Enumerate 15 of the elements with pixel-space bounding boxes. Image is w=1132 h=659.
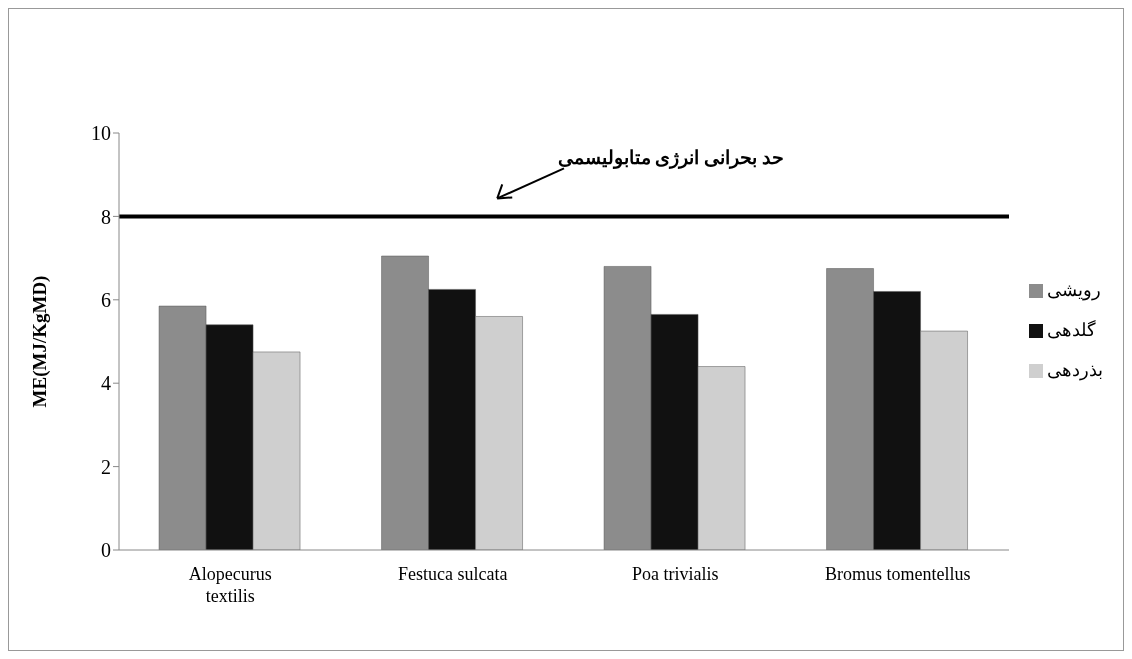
legend-label: گلدهی [1047,319,1096,340]
y-tick-label: 0 [101,539,111,562]
y-tick-label: 4 [101,372,111,395]
y-tick-label: 8 [101,205,111,228]
x-tick-label: Poa trivialis [632,564,719,585]
x-tick-label: Festuca sulcata [398,564,508,585]
y-axis-title: ME(MJ/KgMD) [28,275,51,408]
y-tick-label: 2 [101,455,111,478]
ref-line-label: حد بحرانی انرژی متابولیسمی [557,147,784,170]
x-tick-label: Alopecurus textilis [188,564,272,606]
legend-label: رویشی [1047,279,1101,300]
x-tick-label: Bromus tomentellus [825,564,971,585]
y-tick-label: 10 [91,122,111,145]
y-tick-label: 6 [101,288,111,311]
legend-label: بذردهی [1047,359,1103,380]
